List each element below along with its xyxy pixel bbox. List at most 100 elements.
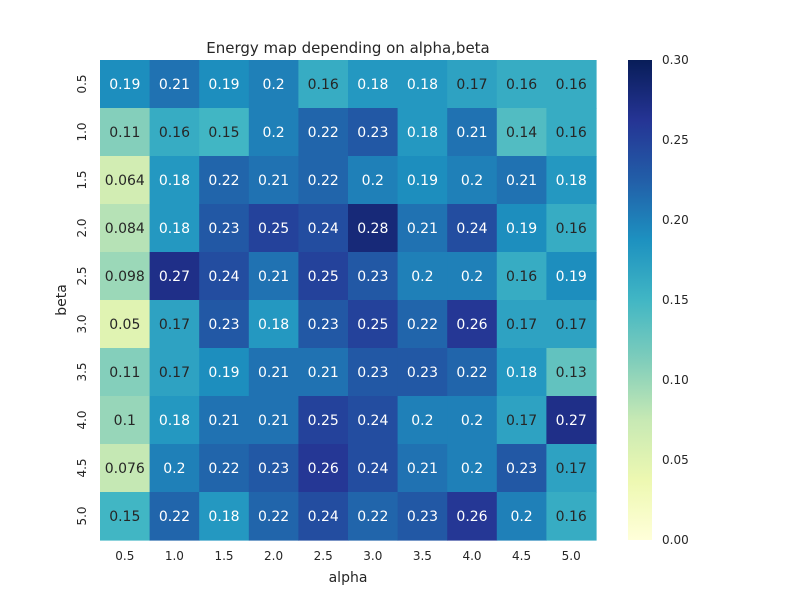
heatmap-cell	[397, 204, 448, 253]
x-tick-label: 0.5	[115, 549, 134, 563]
heatmap-cell	[496, 492, 547, 541]
y-tick-label: 4.5	[75, 458, 89, 477]
cell-value-label: 0.21	[159, 77, 190, 93]
heatmap-cell	[496, 348, 547, 397]
heatmap-cell	[199, 300, 250, 349]
heatmap-cell	[348, 252, 399, 301]
heatmap-cell	[546, 300, 597, 349]
y-tick-label: 3.0	[75, 314, 89, 333]
cell-value-label: 0.21	[208, 413, 239, 429]
cell-value-label: 0.18	[357, 77, 388, 93]
cell-value-label: 0.11	[109, 125, 140, 141]
x-tick-label: 4.0	[462, 549, 481, 563]
heatmap-cell	[496, 108, 547, 157]
heatmap-cell	[348, 348, 399, 397]
heatmap-cell	[397, 156, 448, 205]
heatmap-cell	[298, 60, 349, 109]
heatmap-cell	[447, 348, 498, 397]
colorbar-tick-label: 0.25	[662, 133, 689, 147]
cell-value-label: 0.16	[556, 221, 587, 237]
heatmap-cell	[348, 492, 399, 541]
colorbar-tick-label: 0.05	[662, 453, 689, 467]
cell-value-label: 0.17	[556, 317, 587, 333]
cell-value-label: 0.27	[556, 413, 587, 429]
heatmap-cell	[149, 300, 200, 349]
heatmap-cell	[248, 300, 299, 349]
heatmap-cell	[546, 252, 597, 301]
cell-value-label: 0.16	[159, 125, 190, 141]
x-tick-label: 3.5	[413, 549, 432, 563]
cell-value-label: 0.18	[159, 221, 190, 237]
cell-value-label: 0.16	[556, 77, 587, 93]
cell-value-label: 0.2	[461, 413, 483, 429]
heatmap-cell	[348, 60, 399, 109]
x-tick-label: 3.0	[363, 549, 382, 563]
heatmap-cell	[199, 156, 250, 205]
colorbar-tick-label: 0.10	[662, 373, 689, 387]
cell-value-label: 0.26	[456, 317, 487, 333]
y-tick-label: 3.5	[75, 362, 89, 381]
cell-value-label: 0.19	[208, 77, 239, 93]
cell-value-label: 0.15	[208, 125, 239, 141]
heatmap-cell	[298, 252, 349, 301]
heatmap-cell	[447, 396, 498, 445]
y-tick-label: 4.0	[75, 410, 89, 429]
cell-value-label: 0.23	[357, 125, 388, 141]
cell-value-label: 0.2	[163, 461, 185, 477]
cell-value-label: 0.23	[357, 269, 388, 285]
cell-value-label: 0.16	[556, 125, 587, 141]
colorbar-gradient	[628, 60, 652, 540]
cell-value-label: 0.28	[357, 221, 388, 237]
cell-value-label: 0.064	[105, 173, 145, 189]
colorbar: 0.00 0.05 0.10 0.15 0.20 0.25 0.30	[628, 53, 689, 547]
heatmap-cell	[248, 492, 299, 541]
y-tick-label: 0.5	[75, 74, 89, 93]
cell-value-label: 0.27	[159, 269, 190, 285]
heatmap-cell	[397, 252, 448, 301]
heatmap-cell	[397, 300, 448, 349]
cell-value-label: 0.16	[308, 77, 339, 93]
cell-value-label: 0.23	[506, 461, 537, 477]
cell-value-label: 0.22	[258, 509, 289, 525]
cell-value-label: 0.21	[407, 221, 438, 237]
heatmap-cell	[298, 492, 349, 541]
heatmap-cell	[199, 108, 250, 157]
colorbar-tick-label: 0.30	[662, 53, 689, 67]
cell-value-label: 0.2	[510, 509, 532, 525]
heatmap-cell	[546, 108, 597, 157]
cell-value-label: 0.19	[208, 365, 239, 381]
heatmap-cell	[149, 108, 200, 157]
y-tick-label: 5.0	[75, 506, 89, 525]
heatmap-cell	[397, 348, 448, 397]
cell-value-label: 0.14	[506, 125, 537, 141]
heatmap-cell	[397, 108, 448, 157]
cell-value-label: 0.22	[308, 125, 339, 141]
cell-value-label: 0.1	[114, 413, 136, 429]
cell-value-label: 0.25	[357, 317, 388, 333]
x-tick-label: 2.5	[314, 549, 333, 563]
heatmap-cell	[496, 396, 547, 445]
cell-value-label: 0.22	[208, 173, 239, 189]
cell-value-label: 0.18	[407, 125, 438, 141]
y-axis-label: beta	[54, 284, 70, 316]
cell-value-label: 0.21	[258, 269, 289, 285]
heatmap-cell	[199, 396, 250, 445]
cell-value-label: 0.17	[159, 365, 190, 381]
heatmap-cell	[496, 204, 547, 253]
heatmap-cell	[199, 60, 250, 109]
cell-value-label: 0.2	[461, 269, 483, 285]
heatmap-cell	[149, 204, 200, 253]
heatmap-cell	[298, 204, 349, 253]
heatmap-cell	[546, 204, 597, 253]
heatmap-cell	[496, 444, 547, 493]
cell-value-label: 0.23	[357, 365, 388, 381]
cell-value-label: 0.18	[159, 413, 190, 429]
cell-value-label: 0.24	[357, 461, 388, 477]
y-tick-label: 2.5	[75, 266, 89, 285]
cell-value-label: 0.098	[105, 269, 145, 285]
heatmap-cell	[298, 300, 349, 349]
x-tick-labels: 0.5 1.0 1.5 2.0 2.5 3.0 3.5 4.0 4.5 5.0	[115, 549, 580, 563]
heatmap-cell	[298, 348, 349, 397]
cell-value-label: 0.21	[407, 461, 438, 477]
